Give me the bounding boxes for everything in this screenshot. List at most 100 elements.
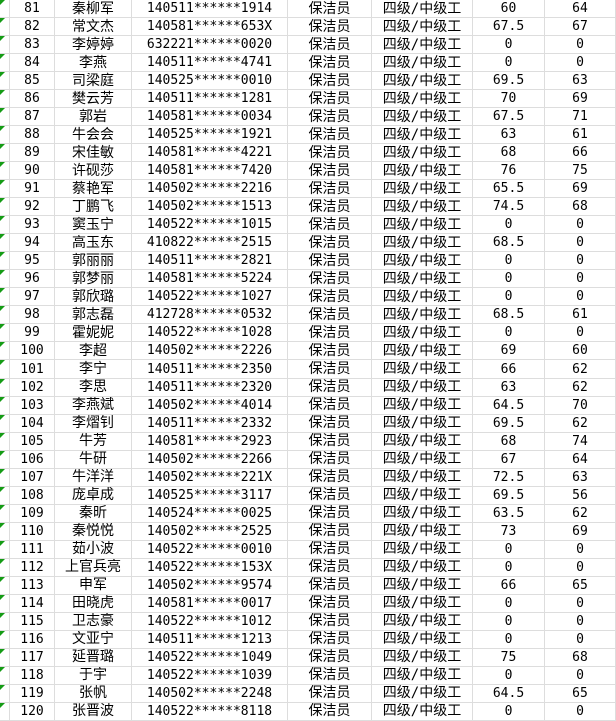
level-cell[interactable]: 四级/中级工 xyxy=(372,90,473,109)
row-number-cell[interactable]: 102 xyxy=(10,378,55,397)
position-cell[interactable]: 保洁员 xyxy=(288,414,372,433)
row-number-cell[interactable]: 114 xyxy=(10,594,55,613)
level-cell[interactable]: 四级/中级工 xyxy=(372,126,473,145)
position-cell[interactable]: 保洁员 xyxy=(288,648,372,667)
level-cell[interactable]: 四级/中级工 xyxy=(372,522,473,541)
score1-cell[interactable]: 60 xyxy=(473,0,545,19)
level-cell[interactable]: 四级/中级工 xyxy=(372,270,473,289)
level-cell[interactable]: 四级/中级工 xyxy=(372,504,473,523)
name-cell[interactable]: 秦悦悦 xyxy=(55,522,132,541)
name-cell[interactable]: 田晓虎 xyxy=(55,594,132,613)
error-indicator-cell[interactable] xyxy=(0,702,10,721)
level-cell[interactable]: 四级/中级工 xyxy=(372,432,473,451)
row-number-cell[interactable]: 111 xyxy=(10,540,55,559)
score2-cell[interactable]: 74 xyxy=(545,432,616,451)
row-number-cell[interactable]: 99 xyxy=(10,324,55,343)
position-cell[interactable]: 保洁员 xyxy=(288,54,372,73)
id-number-cell[interactable]: 140502******2216 xyxy=(132,180,288,199)
position-cell[interactable]: 保洁员 xyxy=(288,360,372,379)
name-cell[interactable]: 张帆 xyxy=(55,684,132,703)
score2-cell[interactable]: 65 xyxy=(545,576,616,595)
row-number-cell[interactable]: 97 xyxy=(10,288,55,307)
name-cell[interactable]: 上官兵亮 xyxy=(55,558,132,577)
level-cell[interactable]: 四级/中级工 xyxy=(372,450,473,469)
score2-cell[interactable]: 0 xyxy=(545,540,616,559)
score2-cell[interactable]: 68 xyxy=(545,198,616,217)
score1-cell[interactable]: 67 xyxy=(473,450,545,469)
score1-cell[interactable]: 0 xyxy=(473,666,545,685)
level-cell[interactable]: 四级/中级工 xyxy=(372,18,473,37)
level-cell[interactable]: 四级/中级工 xyxy=(372,558,473,577)
name-cell[interactable]: 牛洋洋 xyxy=(55,468,132,487)
row-number-cell[interactable]: 107 xyxy=(10,468,55,487)
row-number-cell[interactable]: 109 xyxy=(10,504,55,523)
id-number-cell[interactable]: 140522******1028 xyxy=(132,324,288,343)
position-cell[interactable]: 保洁员 xyxy=(288,468,372,487)
id-number-cell[interactable]: 140581******0034 xyxy=(132,108,288,127)
id-number-cell[interactable]: 140581******2923 xyxy=(132,432,288,451)
score1-cell[interactable]: 0 xyxy=(473,612,545,631)
score2-cell[interactable]: 0 xyxy=(545,36,616,55)
score1-cell[interactable]: 68 xyxy=(473,144,545,163)
score1-cell[interactable]: 0 xyxy=(473,216,545,235)
error-indicator-cell[interactable] xyxy=(0,522,10,541)
position-cell[interactable]: 保洁员 xyxy=(288,324,372,343)
error-indicator-cell[interactable] xyxy=(0,0,10,19)
score2-cell[interactable]: 64 xyxy=(545,450,616,469)
name-cell[interactable]: 庞卓成 xyxy=(55,486,132,505)
score1-cell[interactable]: 68.5 xyxy=(473,306,545,325)
score1-cell[interactable]: 69.5 xyxy=(473,486,545,505)
error-indicator-cell[interactable] xyxy=(0,270,10,289)
score1-cell[interactable]: 0 xyxy=(473,36,545,55)
score1-cell[interactable]: 0 xyxy=(473,324,545,343)
position-cell[interactable]: 保洁员 xyxy=(288,198,372,217)
score1-cell[interactable]: 73 xyxy=(473,522,545,541)
position-cell[interactable]: 保洁员 xyxy=(288,666,372,685)
name-cell[interactable]: 申军 xyxy=(55,576,132,595)
position-cell[interactable]: 保洁员 xyxy=(288,702,372,721)
level-cell[interactable]: 四级/中级工 xyxy=(372,252,473,271)
name-cell[interactable]: 秦昕 xyxy=(55,504,132,523)
error-indicator-cell[interactable] xyxy=(0,558,10,577)
score2-cell[interactable]: 62 xyxy=(545,504,616,523)
error-indicator-cell[interactable] xyxy=(0,360,10,379)
id-number-cell[interactable]: 140581******4221 xyxy=(132,144,288,163)
score1-cell[interactable]: 0 xyxy=(473,540,545,559)
row-number-cell[interactable]: 118 xyxy=(10,666,55,685)
score1-cell[interactable]: 70 xyxy=(473,90,545,109)
name-cell[interactable]: 卫志豪 xyxy=(55,612,132,631)
score1-cell[interactable]: 66 xyxy=(473,360,545,379)
score2-cell[interactable]: 0 xyxy=(545,594,616,613)
position-cell[interactable]: 保洁员 xyxy=(288,432,372,451)
score2-cell[interactable]: 69 xyxy=(545,90,616,109)
level-cell[interactable]: 四级/中级工 xyxy=(372,702,473,721)
name-cell[interactable]: 霍妮妮 xyxy=(55,324,132,343)
error-indicator-cell[interactable] xyxy=(0,630,10,649)
name-cell[interactable]: 郭丽丽 xyxy=(55,252,132,271)
score2-cell[interactable]: 62 xyxy=(545,360,616,379)
position-cell[interactable]: 保洁员 xyxy=(288,180,372,199)
score2-cell[interactable]: 0 xyxy=(545,702,616,721)
error-indicator-cell[interactable] xyxy=(0,594,10,613)
error-indicator-cell[interactable] xyxy=(0,324,10,343)
name-cell[interactable]: 李超 xyxy=(55,342,132,361)
position-cell[interactable]: 保洁员 xyxy=(288,306,372,325)
row-number-cell[interactable]: 112 xyxy=(10,558,55,577)
id-number-cell[interactable]: 140511******1914 xyxy=(132,0,288,19)
position-cell[interactable]: 保洁员 xyxy=(288,684,372,703)
id-number-cell[interactable]: 140502******2525 xyxy=(132,522,288,541)
position-cell[interactable]: 保洁员 xyxy=(288,450,372,469)
score1-cell[interactable]: 65.5 xyxy=(473,180,545,199)
level-cell[interactable]: 四级/中级工 xyxy=(372,468,473,487)
level-cell[interactable]: 四级/中级工 xyxy=(372,144,473,163)
score2-cell[interactable]: 68 xyxy=(545,648,616,667)
name-cell[interactable]: 蔡艳军 xyxy=(55,180,132,199)
level-cell[interactable]: 四级/中级工 xyxy=(372,306,473,325)
position-cell[interactable]: 保洁员 xyxy=(288,0,372,19)
id-number-cell[interactable]: 140511******2320 xyxy=(132,378,288,397)
level-cell[interactable]: 四级/中级工 xyxy=(372,594,473,613)
score2-cell[interactable]: 63 xyxy=(545,468,616,487)
name-cell[interactable]: 文亚宁 xyxy=(55,630,132,649)
row-number-cell[interactable]: 96 xyxy=(10,270,55,289)
position-cell[interactable]: 保洁员 xyxy=(288,72,372,91)
